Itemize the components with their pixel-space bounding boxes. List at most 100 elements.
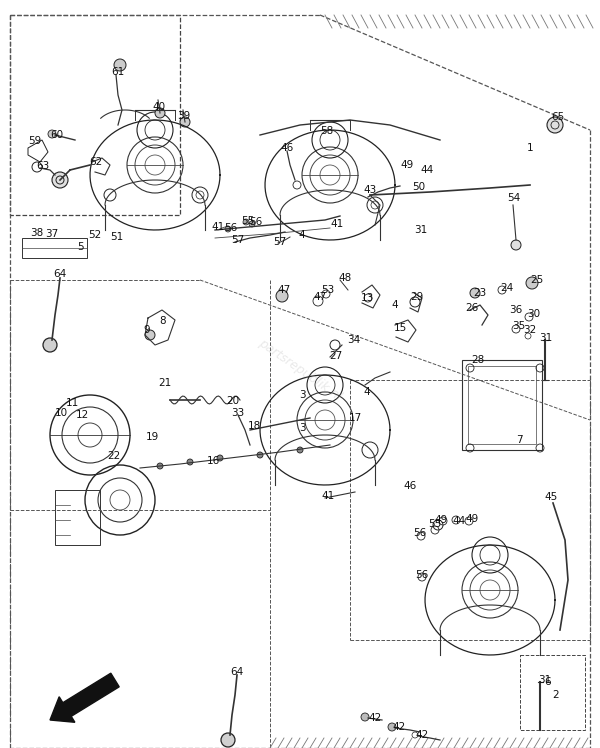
Text: 29: 29 [410, 292, 424, 302]
Text: 19: 19 [145, 432, 158, 442]
Text: 22: 22 [107, 451, 121, 461]
Circle shape [187, 459, 193, 465]
Circle shape [243, 219, 249, 225]
Text: 41: 41 [211, 222, 224, 232]
Text: 64: 64 [53, 269, 67, 279]
Text: 55: 55 [241, 216, 254, 226]
Text: 57: 57 [232, 235, 245, 245]
Text: 36: 36 [509, 305, 523, 315]
Text: 13: 13 [361, 293, 374, 303]
Text: 6: 6 [545, 677, 551, 687]
Text: 20: 20 [226, 396, 239, 406]
Text: 55: 55 [428, 519, 442, 529]
Circle shape [48, 130, 56, 138]
Text: 28: 28 [472, 355, 485, 365]
Text: 21: 21 [158, 378, 172, 388]
Text: 32: 32 [523, 325, 536, 335]
Text: partsrepublik.nl: partsrepublik.nl [256, 337, 344, 403]
Text: 49: 49 [466, 514, 479, 524]
Text: 23: 23 [473, 288, 487, 298]
Text: 31: 31 [538, 675, 551, 685]
Text: 49: 49 [400, 160, 413, 170]
Text: 56: 56 [415, 570, 428, 580]
Text: 25: 25 [530, 275, 544, 285]
Circle shape [388, 723, 396, 731]
Text: 63: 63 [37, 161, 50, 171]
Text: 47: 47 [277, 285, 290, 295]
Text: 62: 62 [89, 157, 103, 167]
Circle shape [52, 172, 68, 188]
Text: 11: 11 [65, 398, 79, 408]
FancyArrow shape [50, 673, 119, 723]
Text: 4: 4 [364, 387, 370, 397]
Text: 65: 65 [551, 112, 565, 122]
Circle shape [225, 226, 231, 232]
Circle shape [114, 59, 126, 71]
Circle shape [470, 288, 480, 298]
Text: 8: 8 [160, 316, 166, 326]
Bar [468, 366, 536, 444]
Text: 2: 2 [553, 690, 559, 700]
Text: 46: 46 [403, 481, 416, 491]
Text: 46: 46 [280, 143, 293, 153]
Text: 3: 3 [299, 423, 305, 433]
Text: 1: 1 [527, 143, 533, 153]
Text: 40: 40 [152, 102, 166, 112]
Circle shape [221, 733, 235, 747]
Text: 49: 49 [434, 515, 448, 525]
Text: 64: 64 [230, 667, 244, 677]
Circle shape [361, 713, 369, 721]
Text: 31: 31 [539, 333, 553, 343]
Text: 43: 43 [364, 185, 377, 195]
Circle shape [43, 338, 57, 352]
Circle shape [249, 221, 255, 227]
Text: 18: 18 [247, 421, 260, 431]
Text: 34: 34 [347, 335, 361, 345]
Text: 57: 57 [274, 237, 287, 247]
Circle shape [145, 330, 155, 340]
Circle shape [526, 277, 538, 289]
Text: 38: 38 [31, 228, 44, 238]
Text: 33: 33 [232, 408, 245, 418]
Text: 24: 24 [500, 283, 514, 293]
Text: 42: 42 [415, 730, 428, 740]
Text: 39: 39 [178, 111, 191, 121]
Text: 52: 52 [88, 230, 101, 240]
Text: 42: 42 [368, 713, 382, 723]
Text: 9: 9 [143, 325, 151, 335]
Text: 47: 47 [313, 292, 326, 302]
Text: 56: 56 [413, 528, 427, 538]
Text: 12: 12 [76, 410, 89, 420]
Bar [462, 360, 542, 450]
Text: 30: 30 [527, 309, 541, 319]
Text: 44: 44 [452, 516, 466, 526]
Bar [520, 655, 585, 730]
Text: 3: 3 [299, 390, 305, 400]
Circle shape [257, 452, 263, 458]
Text: 27: 27 [329, 351, 343, 361]
Text: 41: 41 [322, 491, 335, 501]
Text: 15: 15 [394, 323, 407, 333]
Bar [22, 238, 87, 258]
Circle shape [217, 455, 223, 461]
Text: 58: 58 [320, 126, 334, 136]
Text: 59: 59 [28, 136, 41, 146]
Text: 10: 10 [55, 408, 68, 418]
Bar [55, 490, 100, 545]
Text: 4: 4 [299, 230, 305, 240]
Text: 51: 51 [110, 232, 124, 242]
Circle shape [155, 108, 165, 118]
Text: 37: 37 [46, 229, 59, 239]
Circle shape [297, 447, 303, 453]
Bar [10, 15, 180, 215]
Text: 35: 35 [512, 321, 526, 331]
Circle shape [157, 463, 163, 469]
Text: 44: 44 [421, 165, 434, 175]
Text: 26: 26 [466, 303, 479, 313]
Text: 45: 45 [544, 492, 557, 502]
Text: 53: 53 [322, 285, 335, 295]
Text: 42: 42 [392, 722, 406, 732]
Text: 61: 61 [112, 67, 125, 77]
Circle shape [511, 240, 521, 250]
Circle shape [180, 117, 190, 127]
